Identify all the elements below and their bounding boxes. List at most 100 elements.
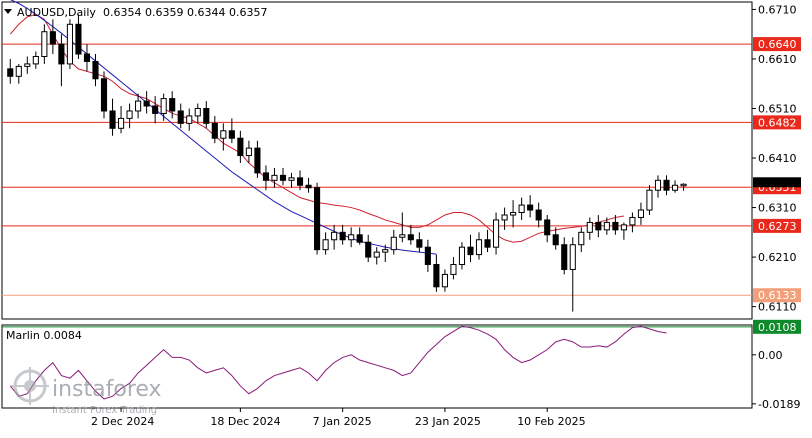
horizontal-levels (2, 43, 752, 296)
candle (254, 140, 261, 178)
candle (100, 71, 108, 119)
candle (458, 242, 466, 270)
candle (41, 24, 48, 64)
bullish-candle-body (118, 117, 125, 129)
price-pane-border (1, 1, 753, 320)
bullish-candle-body (475, 239, 483, 256)
candle (433, 254, 440, 292)
candle (467, 234, 474, 263)
candle (612, 214, 619, 235)
bullish-candle-body (629, 216, 636, 226)
bullish-candle-body (510, 212, 517, 216)
candle (671, 180, 679, 193)
candle (399, 212, 406, 243)
candle (32, 51, 39, 69)
bearish-candle-body (552, 234, 559, 246)
bullish-candle-body (441, 273, 448, 288)
candle (416, 232, 423, 253)
bullish-candle-body (399, 234, 406, 238)
bearish-candle-body (424, 246, 431, 266)
bearish-candle-body (7, 68, 14, 77)
instaforex-logo-icon (11, 367, 49, 405)
candle (475, 232, 483, 260)
bullish-candle-body (390, 236, 397, 251)
candle (58, 34, 65, 87)
candle (135, 93, 142, 119)
candle (424, 239, 431, 272)
candle (288, 172, 295, 188)
bearish-candle-body (365, 241, 372, 258)
oscillator-level-label: 0.0108 (758, 321, 797, 334)
bullish-candle-body (66, 23, 73, 65)
candle (569, 237, 576, 312)
bullish-candle-body (620, 224, 627, 231)
price-tick-label: 0.6410 (758, 152, 797, 165)
candle (237, 130, 244, 163)
candle (109, 98, 116, 136)
candle (169, 91, 176, 119)
indicator-label: Marlin 0.0084 (6, 329, 82, 342)
candle (262, 165, 269, 191)
candle (510, 200, 517, 228)
candle (561, 237, 568, 275)
price-tick-label: 0.6710 (758, 3, 797, 16)
bullish-candle-body (194, 107, 201, 117)
candle (518, 197, 525, 220)
bullish-candle-body (220, 130, 227, 139)
candle (493, 212, 500, 255)
candle (177, 103, 184, 129)
current-price-tag (753, 177, 801, 188)
price-tick-label: 0.6610 (758, 53, 797, 66)
level-price-tag (753, 37, 801, 52)
bullish-candle-body (518, 204, 525, 214)
candle (663, 175, 670, 196)
price-tick-label: 0.6310 (758, 202, 797, 215)
bullish-candle-body (160, 98, 167, 114)
candle (66, 19, 73, 69)
bullish-candle-body (373, 251, 380, 258)
level-price-label: 0.6273 (758, 220, 797, 233)
time-tick-label: 18 Dec 2024 (210, 415, 280, 428)
candle (7, 58, 14, 84)
candle (637, 202, 644, 225)
bullish-candle-body (331, 231, 338, 241)
bullish-candle-body (671, 184, 679, 191)
collapse-triangle-icon[interactable] (4, 9, 12, 14)
candle (331, 224, 338, 250)
price-tick-label: 0.6210 (758, 251, 797, 264)
price-tick-label: 0.6110 (758, 301, 797, 314)
bullish-candle-body (382, 249, 389, 253)
oscillator-pane-border (1, 324, 753, 409)
candle (365, 234, 372, 263)
bullish-candle-body (41, 31, 48, 57)
oscillator-tick-label: 0.00 (758, 349, 783, 362)
bearish-candle-body (433, 264, 440, 288)
candle (126, 103, 133, 129)
candle (680, 183, 687, 191)
candle (296, 170, 304, 191)
candle (271, 167, 278, 188)
oscillator-line (9, 325, 667, 400)
bearish-candle-body (49, 31, 56, 45)
bullish-candle-body (586, 221, 593, 233)
candle (279, 167, 287, 186)
candle (382, 244, 389, 263)
bearish-candle-body (535, 209, 542, 221)
candle (603, 217, 610, 235)
bullish-candle-body (186, 115, 193, 124)
candle (314, 182, 321, 255)
ohlc-values: 0.6354 0.6359 0.6344 0.6357 (103, 6, 267, 19)
bullish-candle-body (288, 177, 295, 181)
time-axis: 2 Dec 2024 18 Dec 2024 7 Jan 2025 23 Jan 20… (91, 408, 586, 428)
candle (75, 14, 82, 59)
candle (544, 214, 551, 243)
candle (407, 224, 414, 245)
level-price-tag (753, 218, 801, 233)
candle (578, 227, 585, 253)
candle (552, 227, 559, 250)
level-price-label: 0.6482 (758, 116, 797, 129)
level-price-tag (753, 288, 801, 303)
candle (373, 247, 380, 265)
candle (186, 108, 193, 131)
